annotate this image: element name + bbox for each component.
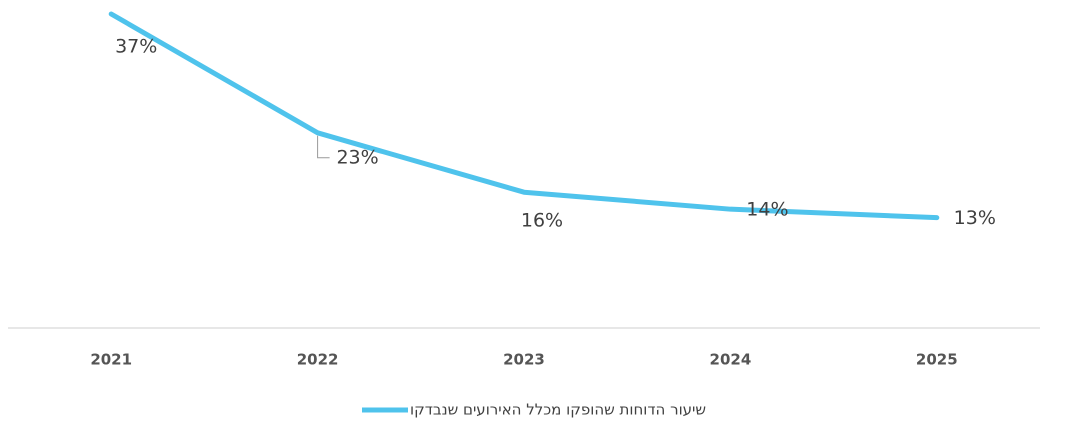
leader-line [317, 135, 330, 159]
legend-label: שיעור הדוחות שהופקו מכלל האירועים שנבדקו [410, 401, 706, 419]
x-tick-label: 2024 [710, 351, 752, 369]
x-tick-label: 2022 [297, 351, 339, 369]
data-label: 13% [954, 207, 996, 229]
data-label: 23% [336, 146, 378, 168]
x-tick-label: 2025 [916, 351, 958, 369]
data-label: 37% [115, 35, 157, 57]
x-tick-label: 2023 [503, 351, 545, 369]
data-label: 16% [521, 210, 563, 232]
data-label: 14% [746, 199, 788, 221]
x-tick-label: 2021 [90, 351, 132, 369]
series-line [108, 11, 940, 221]
